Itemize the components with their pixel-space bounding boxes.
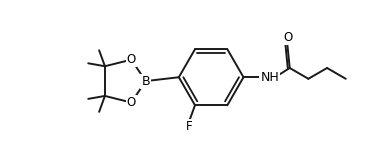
Text: O: O <box>284 32 293 44</box>
Text: O: O <box>126 96 136 109</box>
Text: B: B <box>141 75 150 88</box>
Text: F: F <box>185 120 192 133</box>
Text: O: O <box>126 53 136 66</box>
Text: NH: NH <box>260 71 279 84</box>
